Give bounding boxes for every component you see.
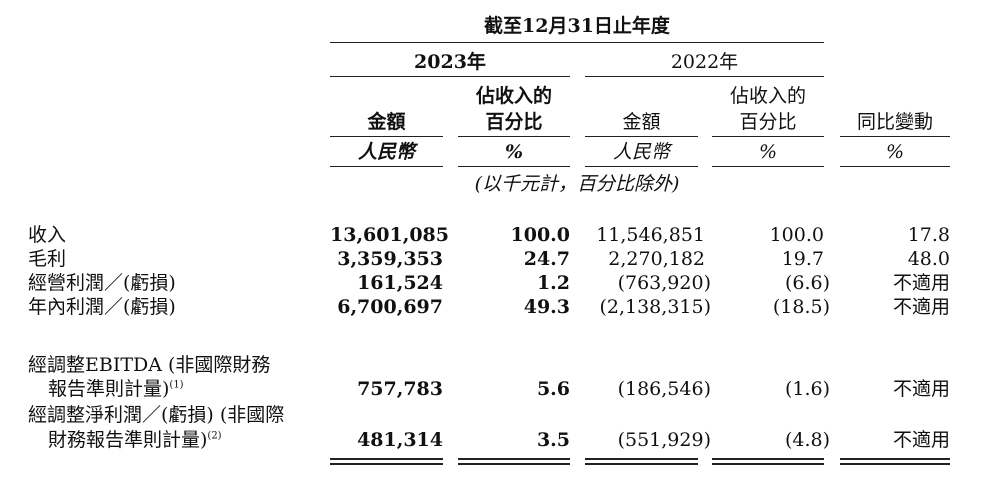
period-title: 截至12月31日止年度 [484, 15, 670, 37]
unit-rule-amount-2022 [585, 166, 698, 167]
row-adjusted-ebitda-yoy: 不適用 [892, 378, 950, 400]
row-adjusted-net-profit-2023-pct: 3.5 [536, 429, 570, 451]
row-profit-for-year-2023-pct: 49.3 [523, 296, 570, 318]
row-revenue-2022-pct: 100.0 [769, 224, 824, 246]
row-adjusted-net-profit-2022-amount: (551,929) [617, 429, 711, 451]
unit-pct-2023: % [504, 141, 524, 163]
row-profit-for-year-2022-amount: (2,138,315) [599, 296, 711, 318]
row-label-profit-for-year: 年內利潤／(虧損) [28, 296, 176, 318]
year-2023-heading: 2023年 [414, 51, 486, 73]
total-rule-pct-2022 [712, 458, 824, 465]
col-rule-pct-2023 [458, 136, 570, 137]
footnote-mark-1: (1) [169, 379, 184, 391]
row-label-adjusted-net-profit-line1: 經調整淨利潤／(虧損) (非國際 [28, 404, 285, 426]
adjusted-ebitda-label2-text: 報告準則計量) [48, 378, 170, 400]
year-2022-rule [585, 76, 824, 77]
row-adjusted-ebitda-2023-amount: 757,783 [357, 378, 443, 400]
row-gross-profit-yoy: 48.0 [907, 248, 950, 270]
row-profit-for-year-2023-amount: 6,700,697 [337, 296, 443, 318]
col-pct-2023-line2: 百分比 [485, 111, 543, 133]
row-operating-profit-2022-pct: (6.6) [784, 272, 830, 294]
footnote-mark-2: (2) [207, 430, 222, 442]
col-pct-2022-line1: 佔收入的 [729, 85, 806, 107]
total-rule-amount-2023 [330, 458, 443, 465]
row-gross-profit-2022-amount: 2,270,182 [608, 248, 705, 270]
row-revenue-2022-amount: 11,546,851 [596, 224, 705, 246]
row-revenue-yoy: 17.8 [907, 224, 950, 246]
row-revenue-2023-pct: 100.0 [510, 224, 571, 246]
row-operating-profit-2023-amount: 161,524 [357, 272, 443, 294]
row-adjusted-net-profit-2023-amount: 481,314 [357, 429, 443, 451]
col-pct-2023-line1: 佔收入的 [475, 85, 552, 107]
row-operating-profit-yoy: 不適用 [892, 272, 950, 294]
col-pct-2022-line2: 百分比 [739, 111, 797, 133]
row-adjusted-net-profit-2022-pct: (4.8) [784, 429, 830, 451]
row-adjusted-ebitda-2022-pct: (1.6) [784, 378, 830, 400]
row-adjusted-ebitda-2023-pct: 5.6 [536, 378, 570, 400]
unit-note: (以千元計，百分比除外) [474, 173, 680, 195]
col-rule-amount-2023 [330, 136, 443, 137]
unit-pct-2022: % [758, 141, 778, 163]
unit-rule-amount-2023 [330, 166, 443, 167]
row-label-revenue: 收入 [28, 224, 67, 246]
col-rule-pct-2022 [712, 136, 824, 137]
row-gross-profit-2023-amount: 3,359,353 [337, 248, 443, 270]
unit-rule-pct-2022 [712, 166, 824, 167]
col-amount-2022: 金額 [622, 111, 661, 133]
unit-rule-pct-2023 [458, 166, 570, 167]
row-operating-profit-2023-pct: 1.2 [536, 272, 570, 294]
unit-rmb-2022: 人民幣 [612, 141, 670, 163]
year-2022-heading: 2022年 [670, 51, 739, 73]
row-revenue-2023-amount: 13,601,085 [330, 224, 449, 246]
unit-rmb-2023: 人民幣 [357, 141, 415, 163]
header-rule [330, 42, 824, 43]
col-yoy: 同比變動 [856, 111, 933, 133]
col-rule-yoy [840, 136, 950, 137]
total-rule-yoy [840, 458, 950, 465]
unit-pct-yoy: % [885, 141, 905, 163]
unit-rule-yoy [840, 166, 950, 167]
year-2023-rule [330, 76, 570, 77]
row-adjusted-ebitda-2022-amount: (186,546) [617, 378, 711, 400]
row-profit-for-year-2022-pct: (18.5) [772, 296, 830, 318]
row-gross-profit-2023-pct: 24.7 [523, 248, 570, 270]
total-rule-amount-2022 [585, 458, 698, 465]
row-profit-for-year-yoy: 不適用 [892, 296, 950, 318]
row-label-adjusted-net-profit-line2: 財務報告準則計量)(2) [48, 428, 222, 452]
row-label-operating-profit: 經營利潤／(虧損) [28, 272, 176, 294]
row-operating-profit-2022-amount: (763,920) [617, 272, 711, 294]
row-label-adjusted-ebitda-line1: 經調整EBITDA (非國際財務 [28, 354, 271, 376]
total-rule-pct-2023 [458, 458, 570, 465]
col-rule-amount-2022 [585, 136, 698, 137]
row-adjusted-net-profit-yoy: 不適用 [892, 429, 950, 451]
adjusted-net-profit-label2-text: 財務報告準則計量) [48, 429, 208, 451]
col-amount-2023: 金額 [367, 111, 406, 133]
row-label-adjusted-ebitda-line2: 報告準則計量)(1) [48, 377, 184, 401]
row-gross-profit-2022-pct: 19.7 [781, 248, 824, 270]
row-label-gross-profit: 毛利 [28, 248, 67, 270]
